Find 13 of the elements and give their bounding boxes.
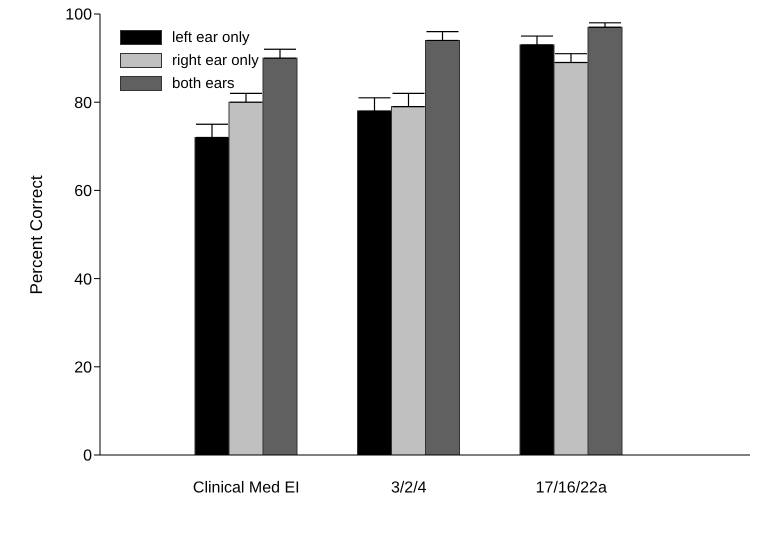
legend-label: both ears: [172, 74, 235, 94]
y-axis-title: Percent Correct: [27, 175, 46, 294]
y-tick-label: 60: [74, 183, 92, 200]
y-tick-label: 80: [74, 94, 92, 112]
x-tick-label: 3/2/4: [390, 479, 427, 496]
legend-label: left ear only: [172, 28, 250, 48]
y-tick-label: 0: [83, 448, 92, 465]
legend-label: right ear only: [172, 50, 259, 70]
x-tick-label: Clinical Med EI: [192, 479, 300, 496]
x-tick-label: 17/16/22a: [536, 479, 607, 496]
y-tick-label: 40: [74, 271, 92, 288]
y-tick-label: 100: [65, 6, 92, 24]
y-tick-label: 20: [74, 359, 92, 376]
